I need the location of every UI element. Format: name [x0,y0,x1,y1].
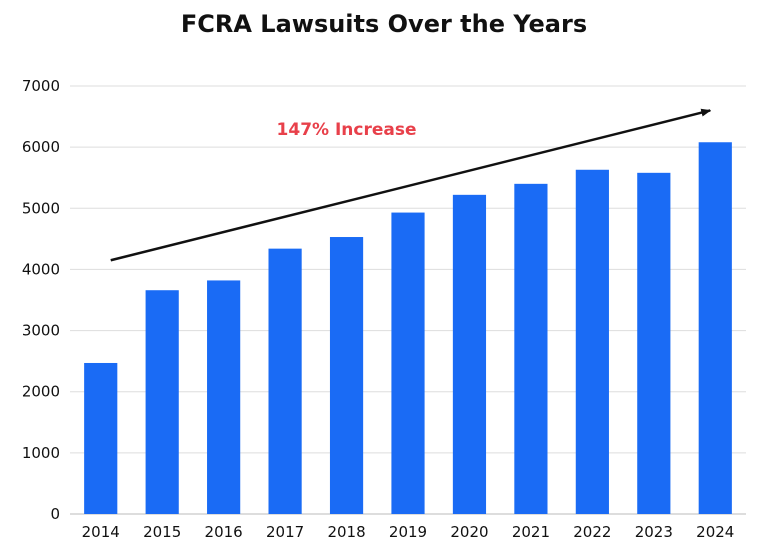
x-tick-label: 2024 [696,523,734,541]
y-tick-label: 6000 [22,138,60,156]
annotation-label: 147% Increase [277,120,417,140]
bar-2016 [207,280,241,514]
bar-2015 [145,290,179,514]
x-tick-label: 2014 [82,523,120,541]
x-tick-label: 2022 [573,523,611,541]
y-tick-labels: 0 1000 2000 3000 4000 5000 6000 7000 [22,77,60,523]
x-tick-label: 2021 [512,523,550,541]
bar-2023 [637,172,671,514]
bar-2021 [514,183,548,515]
bar-2024 [698,142,732,514]
bar-2018 [329,237,364,514]
chart-title: FCRA Lawsuits Over the Years [180,10,588,38]
bar-2014 [84,362,118,514]
x-tick-label: 2017 [266,523,304,541]
x-tick-labels: 2014 2015 2016 2017 2018 2019 2020 2021 2022 2023… [82,523,735,541]
x-tick-label: 2015 [143,523,181,541]
y-tick-label: 7000 [22,77,60,95]
y-tick-label: 0 [50,505,60,523]
annotation: 147% Increase [110,108,712,262]
x-tick-label: 2016 [205,523,243,541]
bars [84,142,732,515]
x-tick-label: 2020 [450,523,488,541]
y-tick-label: 3000 [22,322,60,340]
y-tick-label: 4000 [22,260,60,278]
bar-2019 [391,212,425,514]
y-tick-label: 1000 [22,444,60,462]
y-tick-label: 5000 [22,199,60,217]
bar-2022 [575,169,609,514]
bar-2020 [452,194,487,514]
x-tick-label: 2019 [389,523,427,541]
x-tick-label: 2018 [327,523,365,541]
trend-arrow [110,108,712,262]
y-tick-label: 2000 [22,383,60,401]
x-tick-label: 2023 [635,523,673,541]
bar-2017 [268,248,302,514]
